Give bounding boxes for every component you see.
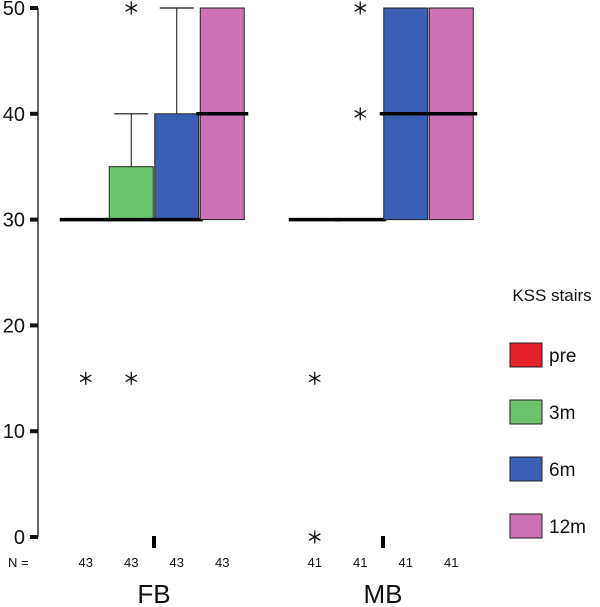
n-label-MB-6m: 41: [399, 555, 413, 570]
box-FB-3m: [108, 166, 154, 221]
legend-swatch-3m: [509, 399, 543, 425]
outlier-MB-3m-0: [354, 1, 367, 15]
outlier-MB-pre-1: [308, 530, 321, 544]
n-label-MB-pre: 41: [308, 555, 322, 570]
n-label-MB-12m: 41: [444, 555, 458, 570]
y-tick-label-10: 10: [3, 421, 25, 443]
legend-label-12m: 12m: [549, 517, 586, 538]
y-tick-label-30: 30: [3, 210, 25, 232]
y-tick-label-20: 20: [3, 315, 25, 337]
y-tick-label-0: 0: [14, 527, 25, 549]
legend-swatch-6m: [509, 456, 543, 482]
outlier-MB-3m-1: [354, 107, 367, 121]
group-label-FB: FB: [137, 579, 170, 607]
n-label-FB-12m: 43: [215, 555, 229, 570]
outlier-FB-3m-0: [125, 371, 138, 385]
group-label-MB: MB: [364, 579, 403, 607]
n-prefix-label: N =: [8, 555, 29, 570]
n-label-FB-3m: 43: [124, 555, 138, 570]
legend-label-pre: pre: [549, 346, 576, 367]
outlier-MB-pre-0: [308, 371, 321, 385]
n-label-FB-6m: 43: [170, 555, 184, 570]
legend-label-3m: 3m: [549, 403, 575, 424]
legend-label-6m: 6m: [549, 460, 575, 481]
n-label-FB-pre: 43: [79, 555, 93, 570]
box-FB-6m: [154, 113, 200, 221]
legend-title: KSS stairs: [512, 286, 591, 305]
y-tick-label-50: 50: [3, 0, 25, 20]
n-label-MB-3m: 41: [353, 555, 367, 570]
outlier-FB-pre-0: [79, 371, 92, 385]
legend-swatch-12m: [509, 513, 543, 539]
outlier-FB-3m-1: [125, 1, 138, 15]
legend-swatch-pre: [509, 342, 543, 368]
y-tick-label-40: 40: [3, 104, 25, 126]
